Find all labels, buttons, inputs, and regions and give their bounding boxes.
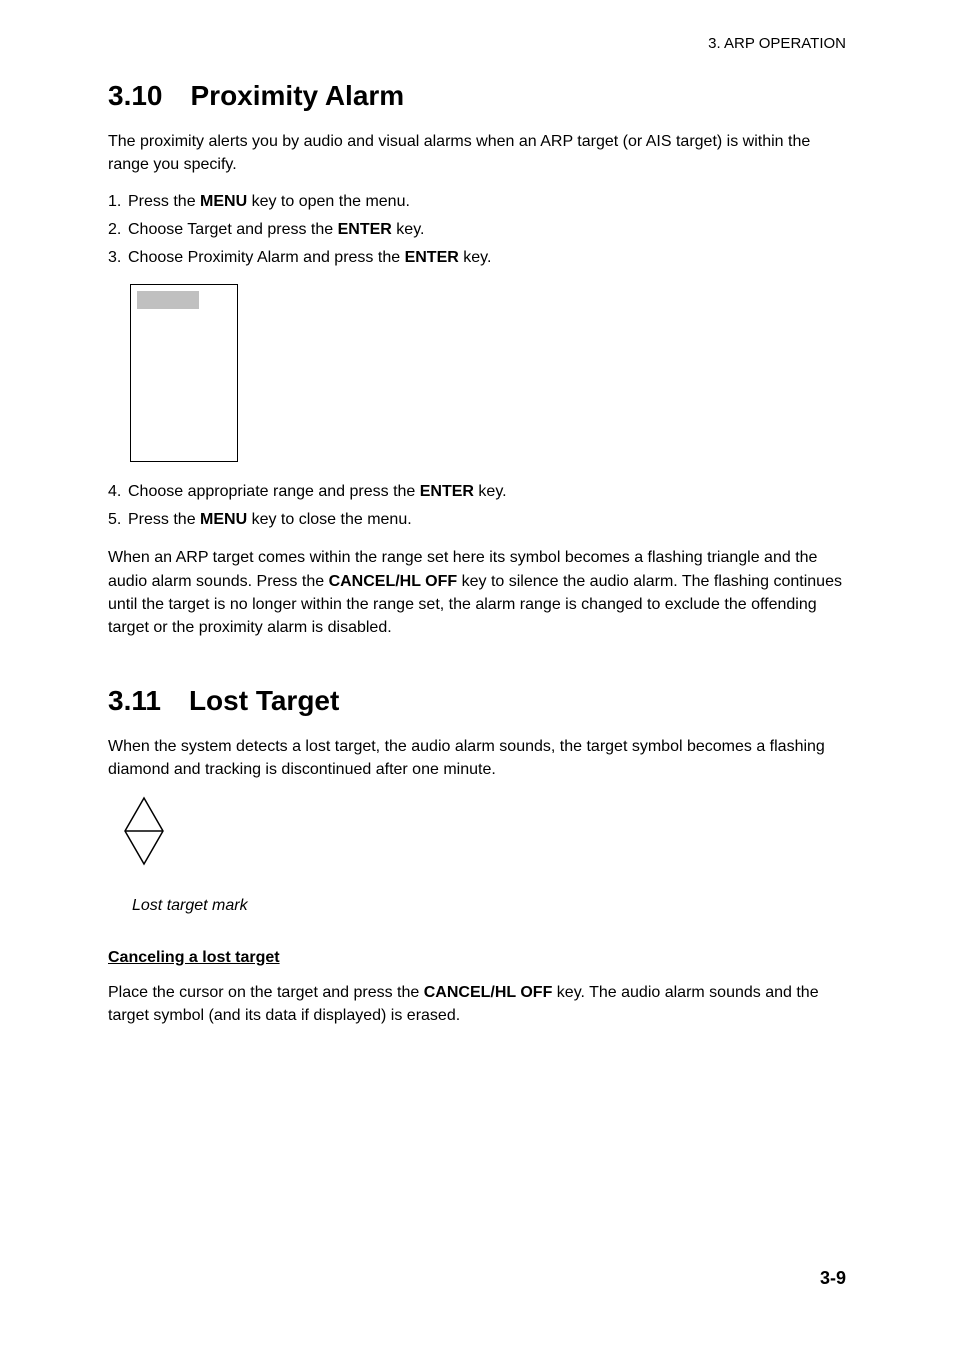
lost-target-diamond-figure [122, 796, 846, 871]
intro-3-10: The proximity alerts you by audio and vi… [108, 130, 846, 176]
step-text-bold: ENTER [405, 249, 459, 266]
section-title: Proximity Alarm [191, 80, 405, 111]
step-number: 2. [108, 218, 128, 242]
cancel-para: Place the cursor on the target and press… [108, 981, 846, 1027]
step-text-post: key. [392, 221, 425, 238]
step-text-bold: MENU [200, 511, 247, 528]
cancel-subheading: Canceling a lost target [108, 949, 846, 967]
step-text-pre: Press the [128, 511, 200, 528]
step-number: 1. [108, 190, 128, 214]
step-text-bold: ENTER [420, 483, 474, 500]
cancel-bold: CANCEL/HL OFF [424, 984, 553, 1001]
step-text-post: key. [474, 483, 507, 500]
step-text-bold: ENTER [338, 221, 392, 238]
step-text-pre: Press the [128, 193, 200, 210]
section-number: 3.10 [108, 80, 163, 112]
step-item: 4.Choose appropriate range and press the… [108, 480, 846, 504]
step-text-pre: Choose Proximity Alarm and press the [128, 249, 405, 266]
menu-figure-box [130, 284, 238, 462]
steps-list-b: 4.Choose appropriate range and press the… [108, 480, 846, 532]
steps-list-a: 1.Press the MENU key to open the menu. 2.… [108, 190, 846, 270]
step-text-post: key to open the menu. [247, 193, 410, 210]
section-title: Lost Target [189, 685, 339, 716]
page-number: 3-9 [820, 1268, 846, 1289]
intro-3-11: When the system detects a lost target, t… [108, 735, 846, 781]
section-heading-3-11: 3.11 Lost Target [108, 685, 846, 717]
para-after-steps: When an ARP target comes within the rang… [108, 546, 846, 639]
section-number: 3.11 [108, 685, 161, 717]
step-text-pre: Choose appropriate range and press the [128, 483, 420, 500]
step-text-post: key to close the menu. [247, 511, 412, 528]
step-item: 3.Choose Proximity Alarm and press the E… [108, 246, 846, 270]
para-after-bold: CANCEL/HL OFF [329, 573, 458, 590]
cancel-pre: Place the cursor on the target and press… [108, 984, 424, 1001]
page-header: 3. ARP OPERATION [108, 35, 846, 52]
diamond-icon [122, 796, 166, 866]
step-number: 4. [108, 480, 128, 504]
step-item: 1.Press the MENU key to open the menu. [108, 190, 846, 214]
step-number: 3. [108, 246, 128, 270]
section-heading-3-10: 3.10 Proximity Alarm [108, 80, 846, 112]
chapter-label: 3. ARP OPERATION [708, 35, 846, 52]
step-item: 5.Press the MENU key to close the menu. [108, 508, 846, 532]
step-number: 5. [108, 508, 128, 532]
step-text-bold: MENU [200, 193, 247, 210]
step-text-pre: Choose Target and press the [128, 221, 338, 238]
step-item: 2.Choose Target and press the ENTER key. [108, 218, 846, 242]
menu-figure-selection-bar [137, 291, 199, 309]
diamond-caption: Lost target mark [132, 897, 846, 915]
step-text-post: key. [459, 249, 492, 266]
